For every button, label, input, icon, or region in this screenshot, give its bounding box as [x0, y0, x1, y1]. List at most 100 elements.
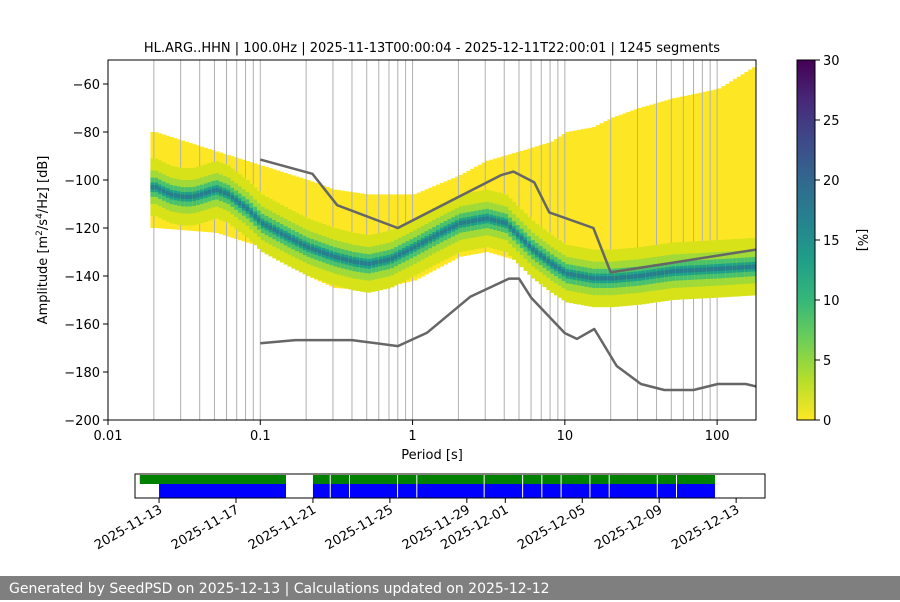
psd-density-cell — [717, 88, 722, 284]
psd-density-cell — [515, 232, 521, 237]
psd-density-cell — [226, 192, 231, 197]
psd-density-cell — [725, 266, 730, 271]
coverage-frame — [134, 473, 766, 499]
psd-density-cell — [652, 271, 658, 276]
psd-density-cell — [573, 272, 578, 278]
psd-density-cell — [382, 258, 387, 263]
psd-density-cell — [603, 276, 608, 281]
psd-density-cell — [291, 237, 296, 242]
psd-density-cell — [344, 257, 349, 262]
psd-density-cell — [675, 97, 681, 290]
psd-density-cell — [356, 260, 361, 265]
coverage-panel: 2025-11-13 2025-11-17 2025-11-21 2025-11-25… — [92, 473, 766, 553]
psd-density-cell — [683, 268, 688, 273]
psd-density-cell — [386, 257, 391, 262]
psd-density-cell — [333, 254, 338, 260]
psd-density-cell — [336, 255, 342, 260]
psd-density-cell — [519, 150, 524, 263]
psd-density-cell — [367, 261, 372, 267]
psd-density-cell — [378, 259, 384, 264]
psd-density-cell — [314, 247, 319, 253]
psd-density-cell — [443, 228, 448, 233]
psd-density-cell — [672, 98, 677, 291]
y-tick-label: −60 — [73, 78, 100, 93]
psd-density-cell — [603, 121, 608, 298]
psd-density-cell — [607, 119, 612, 297]
psd-density-cell — [413, 244, 418, 250]
x-tick-label: 100 — [705, 429, 730, 444]
psd-density-cell — [238, 200, 243, 206]
psd-density-cell — [188, 194, 193, 199]
date-tick-label: 2025-12-13 — [669, 502, 742, 553]
y-label-sup: 4 — [35, 213, 45, 219]
psd-density-cell — [622, 113, 627, 295]
y-tick-label: −80 — [73, 126, 100, 141]
psd-density-cell — [717, 266, 722, 271]
psd-density-cell — [531, 147, 536, 270]
psd-density-cell — [664, 270, 669, 275]
psd-density-cell — [432, 234, 437, 239]
psd-density-cell — [154, 185, 159, 190]
psd-density-cell — [302, 243, 307, 248]
psd-density-cell — [169, 192, 174, 197]
date-tick-label: 2025-11-25 — [323, 502, 396, 553]
psd-density-cell — [295, 239, 300, 244]
noise-model-nlnm — [260, 277, 756, 392]
psd-density-cell — [352, 259, 357, 264]
psd-density-cell — [439, 230, 444, 235]
psd-density-cell — [580, 129, 585, 297]
psd-density-cell — [257, 217, 262, 223]
plot-area: 0.01 0.1 1 10 100 −60 −80 −100 −120 −140 −160 −180… — [64, 59, 757, 444]
psd-density-cell — [744, 264, 749, 270]
psd-density-cell — [691, 268, 696, 273]
psd-density-cell — [306, 245, 311, 250]
psd-density-cell — [576, 129, 582, 295]
psd-density-cell — [679, 96, 684, 290]
psd-density-cell — [268, 225, 273, 230]
psd-density-cell — [550, 141, 555, 281]
psd-density-cell — [493, 218, 498, 223]
colorbar-ticks: 0 5 10 15 20 25 30 — [815, 54, 840, 429]
psd-density-cell — [732, 79, 738, 283]
y-label-part: Amplitude [m — [36, 236, 51, 325]
psd-density-cell — [523, 149, 528, 265]
psd-density-cell — [698, 92, 703, 287]
y-tick-label: −100 — [64, 174, 100, 189]
y-axis-label: Amplitude [m2/s4/Hz] [dB] — [35, 156, 51, 325]
psd-density-cell — [614, 275, 620, 281]
psd-density-cell — [375, 260, 380, 265]
psd-density-cell — [656, 271, 661, 276]
psd-density-cell — [710, 267, 715, 272]
psd-density-cell — [550, 261, 555, 267]
psd-density-cell — [637, 273, 642, 279]
date-tick-label: 2025-11-17 — [169, 502, 242, 553]
psd-density-cell — [534, 146, 540, 272]
psd-density-cell — [744, 71, 749, 282]
y-label-sup: 2 — [35, 230, 45, 236]
psd-density-cell — [234, 198, 239, 203]
psd-density-cell — [561, 134, 566, 289]
psd-density-cell — [477, 217, 483, 222]
y-tick-label: −180 — [64, 366, 100, 381]
psd-density-cell — [592, 126, 597, 300]
psd-density-cell — [500, 220, 505, 225]
psd-density-cell — [584, 128, 589, 298]
psd-density-cell — [245, 206, 250, 212]
psd-density-cell — [706, 267, 711, 272]
colorbar-tick-label: 10 — [823, 294, 840, 309]
psd-density-cell — [626, 111, 631, 294]
psd-density-cell — [649, 104, 654, 292]
psd-density-cell — [435, 232, 441, 237]
psd-density-cell — [158, 187, 163, 192]
psd-density-cell — [740, 265, 745, 270]
psd-density-cell — [546, 259, 551, 264]
psd-density-cell — [523, 239, 528, 245]
psd-density-cell — [527, 148, 532, 267]
psd-density-cell — [748, 264, 753, 270]
psd-density-cell — [687, 95, 692, 288]
psd-density-cell — [462, 220, 467, 225]
psd-density-cell — [394, 254, 399, 259]
psd-density-cell — [340, 256, 346, 261]
date-tick-label: 2025-12-09 — [592, 502, 665, 553]
psd-density-cell — [447, 226, 452, 231]
